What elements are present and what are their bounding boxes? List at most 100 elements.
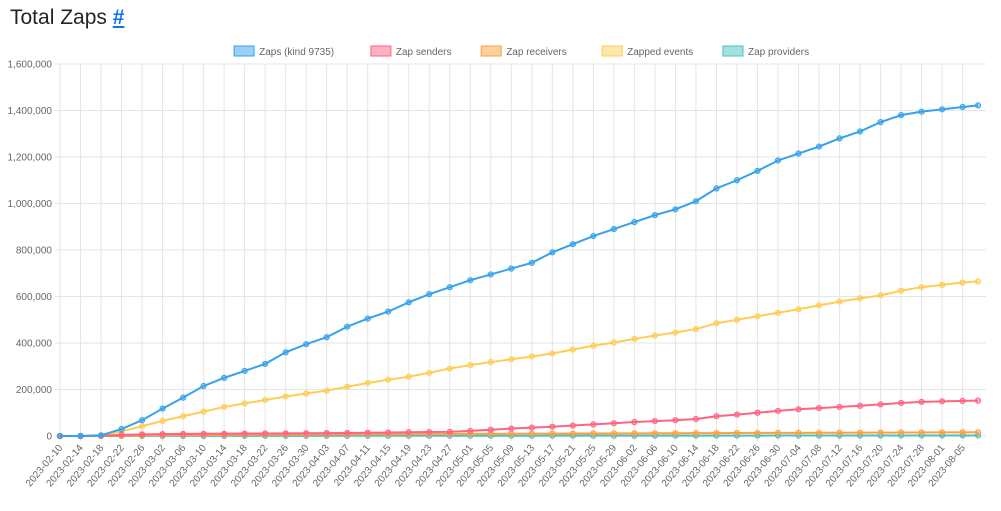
data-point <box>77 432 84 440</box>
data-point <box>631 219 638 226</box>
data-point <box>405 429 412 436</box>
data-point <box>364 379 371 387</box>
data-point <box>487 271 494 278</box>
legend-swatch[interactable] <box>601 45 623 57</box>
data-point <box>405 373 412 380</box>
data-point <box>549 249 556 256</box>
data-point <box>774 407 782 414</box>
data-point <box>508 430 515 437</box>
data-point <box>364 315 371 322</box>
y-tick-label: 1,600,000 <box>8 60 53 71</box>
data-point <box>733 177 741 184</box>
data-point <box>590 342 597 349</box>
data-point <box>179 394 187 401</box>
data-point <box>569 346 576 353</box>
y-tick-label: 0 <box>46 432 52 443</box>
data-point <box>467 361 474 369</box>
legend-item[interactable]: Zap providers <box>748 47 809 58</box>
data-point <box>939 398 946 405</box>
data-point <box>713 429 720 437</box>
data-point <box>651 418 659 425</box>
data-point <box>118 425 125 433</box>
legend-swatch[interactable] <box>480 45 502 57</box>
data-point <box>754 409 761 416</box>
legend-swatch[interactable] <box>722 45 744 57</box>
data-point <box>918 429 925 436</box>
data-point <box>262 430 269 437</box>
data-point <box>815 302 823 309</box>
data-point <box>344 383 351 390</box>
data-point <box>692 430 700 437</box>
data-point <box>795 306 802 313</box>
data-point <box>672 329 679 336</box>
data-point <box>97 432 105 439</box>
data-point <box>528 353 535 360</box>
legend-swatch[interactable] <box>370 45 392 57</box>
data-point <box>836 298 843 305</box>
data-point <box>856 429 864 436</box>
y-tick-label: 1,000,000 <box>8 199 53 210</box>
data-point <box>487 426 494 433</box>
data-point <box>774 157 782 164</box>
anchor-link[interactable]: # <box>112 6 125 29</box>
y-tick-label: 200,000 <box>16 385 53 396</box>
legend-item[interactable]: Zaps (kind 9735) <box>259 47 334 58</box>
data-point <box>651 212 659 219</box>
data-point <box>610 339 617 346</box>
data-point <box>733 316 741 323</box>
data-point <box>877 401 884 408</box>
data-point <box>549 430 556 437</box>
data-point <box>856 295 864 302</box>
data-point <box>590 232 597 240</box>
data-point <box>528 259 535 266</box>
data-point <box>282 393 289 400</box>
data-point <box>56 432 64 440</box>
data-point <box>262 396 269 404</box>
data-point <box>303 341 310 348</box>
data-point <box>610 430 617 437</box>
data-point <box>179 430 187 438</box>
data-point <box>974 397 982 404</box>
data-point <box>836 135 843 142</box>
data-point <box>508 265 515 272</box>
legend-item[interactable]: Zapped events <box>627 47 693 58</box>
data-point <box>974 429 982 436</box>
data-point <box>426 291 433 298</box>
data-point <box>303 430 310 437</box>
data-point <box>974 278 982 285</box>
data-point <box>385 429 392 436</box>
data-point <box>877 292 884 299</box>
data-point <box>385 308 392 315</box>
data-point <box>508 356 515 363</box>
legend-swatch[interactable] <box>233 45 255 57</box>
y-tick-label: 1,400,000 <box>8 106 53 117</box>
data-point <box>179 413 187 420</box>
data-point <box>323 387 330 394</box>
data-point <box>282 430 289 437</box>
y-tick-label: 1,200,000 <box>8 153 53 164</box>
data-point <box>631 418 638 426</box>
data-point <box>959 397 966 404</box>
data-point <box>323 429 330 437</box>
data-point <box>877 429 884 436</box>
data-point <box>344 323 351 330</box>
data-point <box>569 430 576 437</box>
data-point <box>528 424 535 431</box>
data-point <box>939 429 946 436</box>
data-point <box>549 350 556 357</box>
data-point <box>959 279 966 286</box>
data-point <box>918 284 925 291</box>
data-point <box>815 405 823 412</box>
data-point <box>528 430 535 437</box>
data-point <box>446 284 453 291</box>
data-point <box>282 349 289 356</box>
legend-item[interactable]: Zap receivers <box>506 47 567 58</box>
data-point <box>651 332 659 339</box>
data-point <box>836 403 843 411</box>
legend-item[interactable]: Zap senders <box>396 47 452 58</box>
data-point <box>159 431 166 438</box>
data-point <box>508 425 515 432</box>
data-point <box>138 431 146 438</box>
data-point <box>897 429 905 436</box>
data-point <box>446 428 453 435</box>
